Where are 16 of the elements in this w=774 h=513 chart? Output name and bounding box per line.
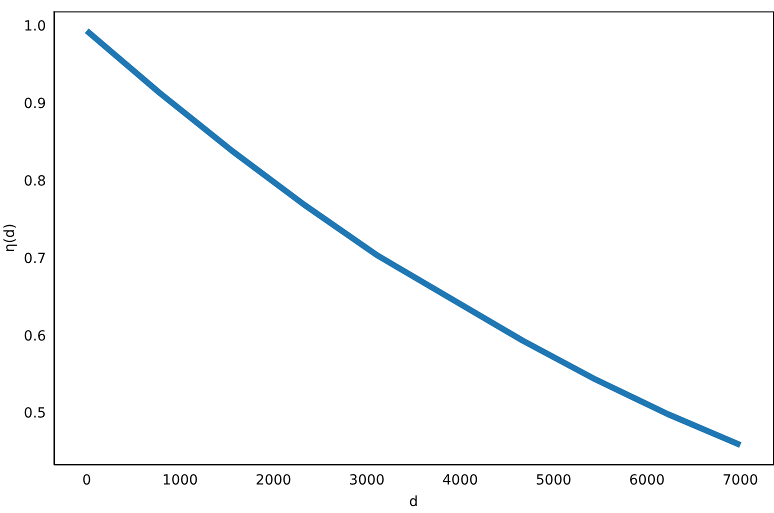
x-tick-label: 4000 — [442, 472, 478, 488]
x-tick-label: 6000 — [629, 472, 665, 488]
x-tick-label: 1000 — [162, 472, 198, 488]
x-tick-label: 3000 — [349, 472, 385, 488]
y-tick-label: 0.5 — [24, 406, 46, 422]
x-tick-label: 0 — [82, 472, 92, 488]
y-tick-label: 0.8 — [24, 173, 46, 190]
y-tick-label: 0.6 — [24, 328, 46, 344]
y-tick-label: 0.7 — [24, 250, 46, 267]
y-tick-label: 0.9 — [24, 96, 46, 112]
x-tick-label: 7000 — [722, 472, 758, 488]
x-tick-label: 2000 — [256, 472, 292, 488]
y-tick-label: 1.0 — [24, 18, 46, 35]
y-axis-title: η(d) — [2, 224, 18, 252]
x-axis-title: d — [409, 494, 418, 510]
x-tick-label: 5000 — [536, 472, 572, 488]
